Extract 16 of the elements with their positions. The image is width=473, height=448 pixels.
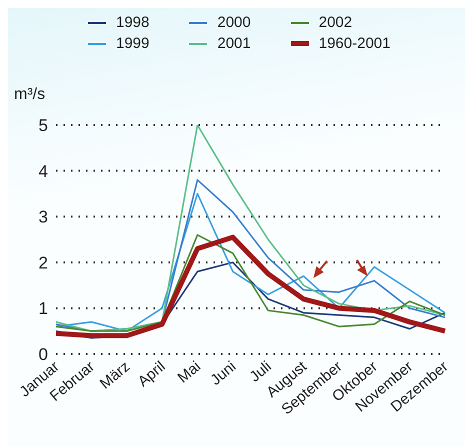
legend-label: 2001 [217, 35, 251, 52]
legend-label: 1999 [116, 35, 150, 52]
x-tick-label: Mai [174, 358, 204, 387]
y-tick-label: 2 [38, 253, 48, 272]
legend-label: 2002 [318, 14, 352, 31]
x-tick-label: Juni [207, 358, 240, 389]
legend-label: 1998 [116, 14, 150, 31]
y-tick-label: 4 [38, 162, 48, 181]
y-tick-label: 1 [38, 299, 48, 318]
legend-label: 1960-2001 [318, 35, 390, 52]
y-tick-label: 3 [38, 208, 48, 227]
y-tick-label: 5 [38, 116, 48, 136]
legend-label: 2000 [217, 14, 251, 31]
y-axis-title: m³/s [14, 86, 46, 104]
y-tick-label: 0 [38, 345, 48, 364]
line-series [55, 125, 446, 332]
